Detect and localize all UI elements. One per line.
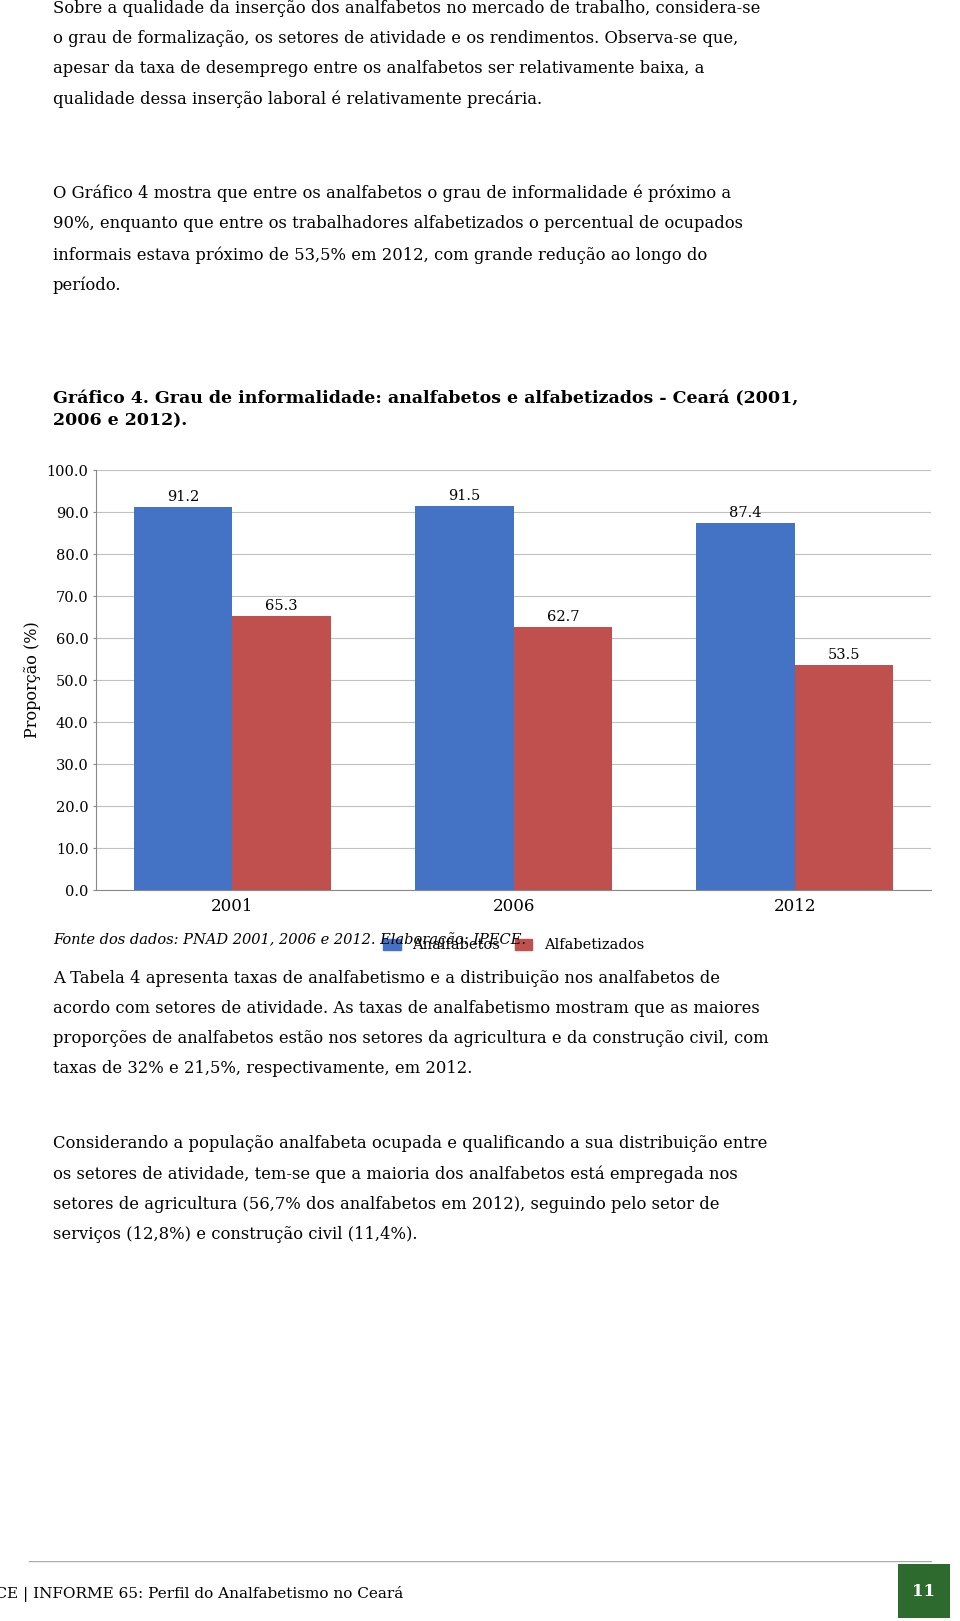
Text: 91.2: 91.2: [167, 490, 200, 504]
Bar: [795, 665, 893, 890]
Text: 11: 11: [913, 1582, 935, 1600]
Text: IPECE | INFORME 65: Perfil do Analfabetismo no Ceará: IPECE | INFORME 65: Perfil do Analfabeti…: [0, 1585, 403, 1602]
Bar: [415, 506, 514, 890]
Bar: [696, 524, 795, 890]
Text: 62.7: 62.7: [546, 609, 579, 624]
Text: Gráfico 4. Grau de informalidade: analfabetos e alfabetizados - Ceará (2001,
200: Gráfico 4. Grau de informalidade: analfa…: [53, 391, 798, 430]
Text: 87.4: 87.4: [730, 506, 762, 520]
Text: Sobre a qualidade da inserção dos analfabetos no mercado de trabalho, considera-: Sobre a qualidade da inserção dos analfa…: [53, 0, 760, 109]
Legend: Analfabetos, Alfabetizados: Analfabetos, Alfabetizados: [377, 932, 650, 958]
Text: Fonte dos dados: PNAD 2001, 2006 e 2012. Elaboração: IPECE.: Fonte dos dados: PNAD 2001, 2006 e 2012.…: [53, 932, 526, 947]
Text: 53.5: 53.5: [828, 648, 860, 663]
Text: Considerando a população analfabeta ocupada e qualificando a sua distribuição en: Considerando a população analfabeta ocup…: [53, 1135, 767, 1243]
Y-axis label: Proporção (%): Proporção (%): [24, 621, 41, 739]
Bar: [232, 616, 331, 890]
Text: 91.5: 91.5: [448, 490, 481, 503]
Text: A Tabela 4 apresenta taxas de analfabetismo e a distribuição nos analfabetos de
: A Tabela 4 apresenta taxas de analfabeti…: [53, 969, 768, 1076]
Bar: [514, 627, 612, 890]
Bar: [134, 507, 232, 890]
Text: O Gráfico 4 mostra que entre os analfabetos o grau de informalidade é próximo a
: O Gráfico 4 mostra que entre os analfabe…: [53, 185, 743, 295]
Text: 65.3: 65.3: [265, 598, 298, 613]
FancyBboxPatch shape: [898, 1564, 950, 1618]
